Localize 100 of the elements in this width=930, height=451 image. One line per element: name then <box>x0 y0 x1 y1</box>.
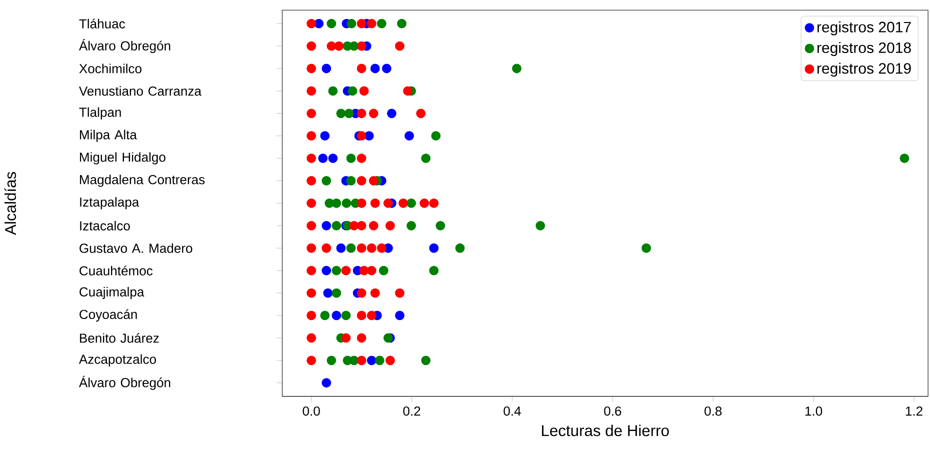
point <box>306 288 316 298</box>
point <box>642 243 651 253</box>
point <box>320 310 330 320</box>
y-tick-label: Magdalena Contreras <box>80 174 205 187</box>
point <box>370 288 380 298</box>
point <box>455 243 465 253</box>
x-axis-title: Lecturas de Hierro <box>542 424 669 436</box>
point <box>359 266 369 276</box>
point <box>374 356 384 366</box>
point <box>332 198 342 208</box>
y-tick-label: Iztacalco <box>80 220 130 230</box>
y-tick-label: Azcapotzalco <box>78 354 156 366</box>
point <box>322 64 332 74</box>
point <box>383 198 393 208</box>
point <box>385 220 395 230</box>
point <box>512 64 522 74</box>
point <box>323 288 333 298</box>
point <box>356 131 366 140</box>
point <box>306 64 316 74</box>
point <box>306 108 316 118</box>
point <box>395 41 404 51</box>
point <box>326 18 336 28</box>
point <box>306 243 316 253</box>
point <box>368 176 378 186</box>
point <box>429 266 439 276</box>
point <box>397 18 406 28</box>
point <box>366 310 376 320</box>
point <box>322 378 332 388</box>
point <box>368 220 378 230</box>
point <box>429 243 439 253</box>
y-tick-label: Milpa Alta <box>80 130 137 142</box>
point <box>356 64 366 74</box>
point <box>328 86 338 96</box>
point <box>366 243 376 253</box>
x-tick-label: 1.2 <box>906 406 922 416</box>
point <box>306 131 316 140</box>
point <box>306 86 316 96</box>
point <box>900 154 910 163</box>
point <box>306 310 316 320</box>
y-tick-label: Tlalpan <box>79 107 121 120</box>
point <box>320 131 330 140</box>
point <box>359 86 369 96</box>
point <box>322 243 332 253</box>
y-tick-label: Venustiano Carranza <box>78 86 202 96</box>
point <box>420 198 430 208</box>
y-tick-label: Miguel Hidalgo <box>80 152 166 164</box>
point <box>341 310 351 320</box>
point <box>342 198 352 208</box>
point <box>406 220 416 230</box>
point <box>326 356 336 366</box>
point <box>334 41 344 51</box>
point <box>395 288 404 298</box>
y-tick-label: Tláhuac <box>79 18 125 28</box>
y-tick-label: Benito Juárez <box>80 333 159 343</box>
point <box>349 41 359 51</box>
point <box>306 333 316 343</box>
x-tick-label: 0.4 <box>504 406 521 416</box>
point <box>332 310 342 320</box>
x-tick-label: 0.2 <box>403 406 420 416</box>
point <box>306 198 316 208</box>
point <box>431 131 441 140</box>
point <box>366 18 376 28</box>
point <box>395 310 404 320</box>
point <box>346 154 356 163</box>
y-tick-label: Gustavo A. Madero <box>80 243 192 253</box>
point <box>306 176 316 186</box>
point <box>306 41 316 51</box>
point <box>406 198 416 208</box>
point <box>368 108 378 118</box>
point <box>385 356 395 366</box>
point <box>336 243 346 253</box>
point <box>404 131 414 140</box>
y-tick-label: Coyoacán <box>80 309 137 322</box>
point <box>356 18 366 28</box>
point <box>403 86 412 96</box>
point <box>348 86 358 96</box>
point <box>306 154 316 163</box>
point <box>332 266 342 276</box>
legend-label: registros 2019 <box>817 62 911 77</box>
point <box>306 356 316 366</box>
point <box>370 64 380 74</box>
point <box>322 266 332 276</box>
y-tick-label: Iztapalapa <box>80 197 140 210</box>
y-tick-label: Álvaro Obregón <box>78 38 170 53</box>
point <box>344 108 354 118</box>
x-tick-label: 0.8 <box>704 406 722 416</box>
point <box>332 220 342 230</box>
legend-label: registros 2018 <box>817 42 911 56</box>
y-tick-label: Cuauhtémoc <box>80 266 153 276</box>
point <box>366 266 376 276</box>
point <box>376 243 386 253</box>
y-tick-label: Xochimilco <box>79 64 142 74</box>
point <box>349 220 359 230</box>
point <box>332 288 342 298</box>
point <box>382 64 392 74</box>
x-tick-label: 0.6 <box>604 406 622 416</box>
point <box>421 154 431 163</box>
point <box>346 243 356 253</box>
point <box>421 356 431 366</box>
point <box>346 18 356 28</box>
